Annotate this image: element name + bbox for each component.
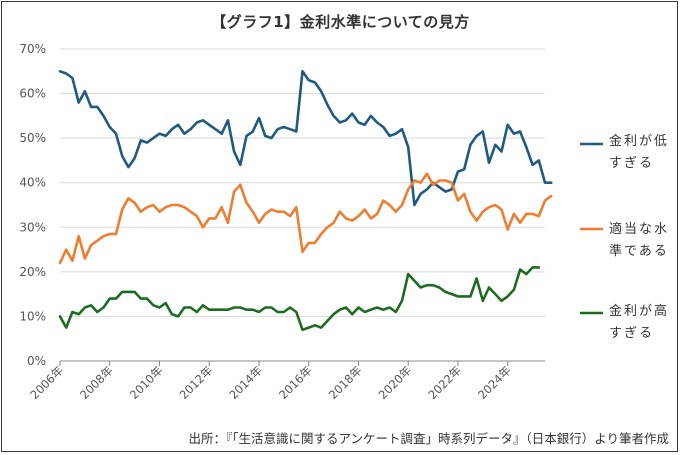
x-tick-label: 2006年 <box>27 363 66 402</box>
x-tick-label: 2018年 <box>326 363 365 402</box>
y-tick-label: 10% <box>19 309 46 323</box>
y-tick-label: 70% <box>19 42 46 56</box>
x-tick-label: 2012年 <box>177 363 216 402</box>
series-line-appropriate <box>58 172 553 265</box>
y-tick-label: 60% <box>19 87 46 101</box>
y-tick-label: 50% <box>19 131 46 145</box>
chart-title: 【グラフ1】金利水準についての見方 <box>211 13 470 31</box>
source-note: 出所：『「生活意識に関するアンケート調査」時系列データ』（日本銀行）より筆者作成 <box>188 431 669 446</box>
x-tick-label: 2020年 <box>376 363 415 402</box>
legend-label-too-low: 金利が低 すぎる <box>609 134 670 171</box>
x-tick-label: 2008年 <box>77 363 116 402</box>
x-axis-ticks: 2006年 2008年 2010年 2012年 2014年 2016年 2018年 2020年… <box>27 361 514 402</box>
legend-label-too-high: 金利が高 すぎる <box>609 304 670 341</box>
x-tick-label: 2016年 <box>276 363 315 402</box>
y-tick-label: 20% <box>19 265 46 279</box>
y-tick-label: 40% <box>19 176 46 190</box>
x-tick-label: 2010年 <box>127 363 166 402</box>
y-tick-label: 0% <box>27 354 46 368</box>
series-line-too-high <box>58 266 541 332</box>
legend-label-appropriate: 適当な水 準である <box>609 222 670 259</box>
legend-markers <box>580 142 603 315</box>
series-lines <box>58 70 553 332</box>
series-line-too-low <box>58 70 553 207</box>
y-axis-ticks: 0% 10% 20% 30% 40% 50% 60% 70% <box>19 42 46 368</box>
x-tick-label: 2014年 <box>226 363 265 402</box>
x-tick-label: 2024年 <box>475 363 514 402</box>
y-tick-label: 30% <box>19 220 46 234</box>
gridlines <box>60 48 545 362</box>
x-tick-label: 2022年 <box>425 363 464 402</box>
